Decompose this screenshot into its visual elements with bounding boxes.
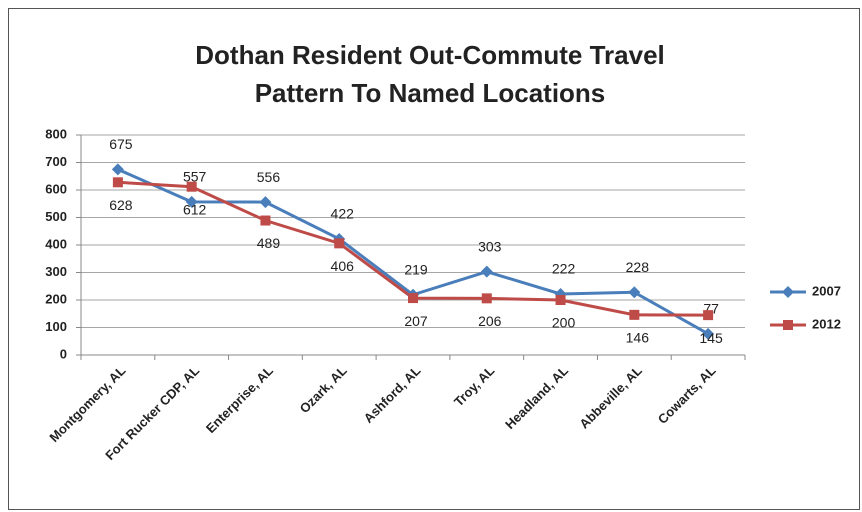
x-tick-label: Ozark, AL — [297, 363, 350, 416]
data-label: 675 — [109, 136, 133, 152]
data-label: 219 — [404, 261, 428, 277]
point — [481, 293, 492, 304]
y-tick-label: 0 — [60, 346, 67, 361]
y-tick-label: 200 — [45, 291, 67, 306]
legend-marker — [783, 320, 793, 330]
point — [334, 238, 345, 249]
y-tick-label: 600 — [45, 181, 67, 196]
data-label: 145 — [699, 330, 723, 346]
data-label: 557 — [183, 169, 207, 185]
point — [555, 295, 566, 305]
x-tick-label: Ashford, AL — [361, 363, 424, 426]
x-tick-label: Abbeville, AL — [576, 363, 645, 432]
data-label: 207 — [404, 313, 428, 329]
data-label: 228 — [626, 259, 650, 275]
data-label: 206 — [478, 313, 502, 329]
legend-label: 2007 — [812, 283, 841, 298]
point — [480, 265, 493, 278]
data-label: 489 — [257, 235, 281, 251]
x-tick-label: Headland, AL — [502, 363, 571, 432]
point — [629, 309, 640, 320]
point — [185, 195, 198, 208]
y-tick-label: 700 — [45, 154, 67, 169]
legend-label: 2012 — [812, 316, 841, 331]
y-tick-label: 500 — [45, 209, 67, 224]
point — [408, 293, 418, 304]
data-label: 146 — [626, 330, 650, 346]
point — [186, 181, 197, 192]
point — [111, 163, 124, 176]
x-tick-label: Troy, AL — [451, 363, 497, 409]
point — [702, 327, 715, 340]
y-tick-label: 100 — [45, 319, 67, 334]
data-label: 303 — [478, 238, 502, 254]
point — [112, 177, 123, 188]
point — [628, 286, 641, 299]
data-label: 200 — [552, 315, 576, 331]
y-tick-label: 800 — [45, 126, 67, 141]
legend-marker — [782, 286, 794, 298]
data-label: 222 — [552, 261, 576, 277]
data-label: 628 — [109, 197, 133, 213]
data-label: 612 — [183, 201, 207, 217]
point — [259, 196, 272, 209]
y-tick-label: 400 — [45, 236, 67, 251]
x-tick-label: Montgomery, AL — [46, 363, 128, 445]
chart-title: Dothan Resident Out-Commute Travel Patte… — [195, 40, 665, 108]
data-label: 556 — [257, 169, 281, 185]
x-tick-label: Cowarts, AL — [655, 363, 719, 427]
x-tick-label: Enterprise, AL — [203, 363, 276, 436]
data-label: 422 — [331, 206, 355, 222]
y-tick-label: 300 — [45, 264, 67, 279]
data-label: 406 — [331, 258, 355, 274]
frame — [8, 8, 860, 510]
point — [260, 215, 271, 226]
point — [703, 310, 714, 321]
